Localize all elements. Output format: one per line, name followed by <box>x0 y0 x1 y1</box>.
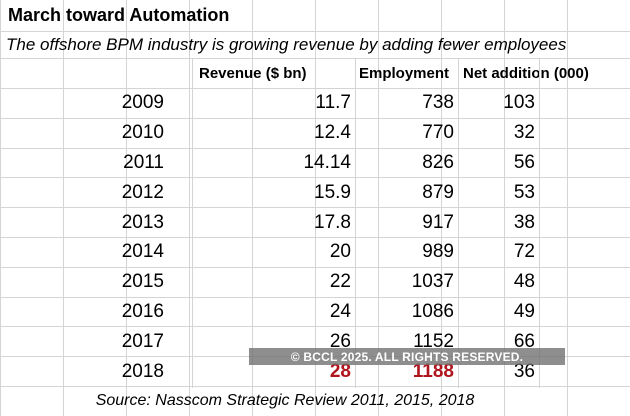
table-row: 2016 24 1086 49 <box>0 298 630 328</box>
column-divider <box>192 58 193 388</box>
header-net-addition: Net addition (000) <box>459 59 589 88</box>
net-addition-cell: 48 <box>459 268 539 297</box>
table-title: March toward Automation <box>8 0 229 31</box>
net-addition-cell: 53 <box>459 178 539 207</box>
employment-cell: 738 <box>356 89 458 118</box>
source-row: Source: Nasscom Strategic Review 2011, 2… <box>0 387 630 414</box>
table-row: 2013 17.8 917 38 <box>0 208 630 238</box>
employment-cell: 770 <box>356 119 458 148</box>
year-cell: 2011 <box>0 149 192 178</box>
employment-cell: 989 <box>356 238 458 267</box>
net-addition-cell: 72 <box>459 238 539 267</box>
employment-cell: 826 <box>356 149 458 178</box>
header-revenue: Revenue ($ bn) <box>193 59 355 88</box>
year-cell: 2017 <box>0 327 192 356</box>
year-cell: 2018 <box>0 357 192 386</box>
year-cell: 2015 <box>0 268 192 297</box>
revenue-cell: 15.9 <box>193 178 355 207</box>
subtitle-row: The offshore BPM industry is growing rev… <box>0 32 630 59</box>
spreadsheet: March toward Automation The offshore BPM… <box>0 0 630 416</box>
table-row: 2010 12.4 770 32 <box>0 119 630 149</box>
revenue-cell: 17.8 <box>193 208 355 237</box>
table-row: 2014 20 989 72 <box>0 238 630 268</box>
header-row: Revenue ($ bn) Employment Net addition (… <box>0 59 630 89</box>
table-subtitle: The offshore BPM industry is growing rev… <box>6 32 566 58</box>
year-cell: 2013 <box>0 208 192 237</box>
year-cell: 2010 <box>0 119 192 148</box>
title-row: March toward Automation <box>0 0 630 32</box>
year-cell: 2016 <box>0 298 192 327</box>
copyright-watermark: © BCCL 2025. ALL RIGHTS RESERVED. <box>249 348 565 365</box>
revenue-cell: 22 <box>193 268 355 297</box>
net-addition-cell: 32 <box>459 119 539 148</box>
net-addition-cell: 49 <box>459 298 539 327</box>
table-row: 2009 11.7 738 103 <box>0 89 630 119</box>
revenue-cell: 20 <box>193 238 355 267</box>
column-divider <box>355 58 356 388</box>
column-divider <box>539 58 540 388</box>
table-row: 2011 14.14 826 56 <box>0 149 630 179</box>
employment-cell: 1086 <box>356 298 458 327</box>
revenue-cell: 24 <box>193 298 355 327</box>
table-row: 2012 15.9 879 53 <box>0 178 630 208</box>
net-addition-cell: 56 <box>459 149 539 178</box>
employment-cell: 917 <box>356 208 458 237</box>
column-divider <box>458 58 459 388</box>
employment-cell: 879 <box>356 178 458 207</box>
year-cell: 2014 <box>0 238 192 267</box>
source-note: Source: Nasscom Strategic Review 2011, 2… <box>0 387 630 414</box>
year-cell: 2009 <box>0 89 192 118</box>
revenue-cell: 11.7 <box>193 89 355 118</box>
header-employment: Employment <box>356 59 458 88</box>
net-addition-cell: 103 <box>459 89 539 118</box>
net-addition-cell: 38 <box>459 208 539 237</box>
revenue-cell: 12.4 <box>193 119 355 148</box>
table-row: 2015 22 1037 48 <box>0 268 630 298</box>
revenue-cell: 14.14 <box>193 149 355 178</box>
year-cell: 2012 <box>0 178 192 207</box>
employment-cell: 1037 <box>356 268 458 297</box>
